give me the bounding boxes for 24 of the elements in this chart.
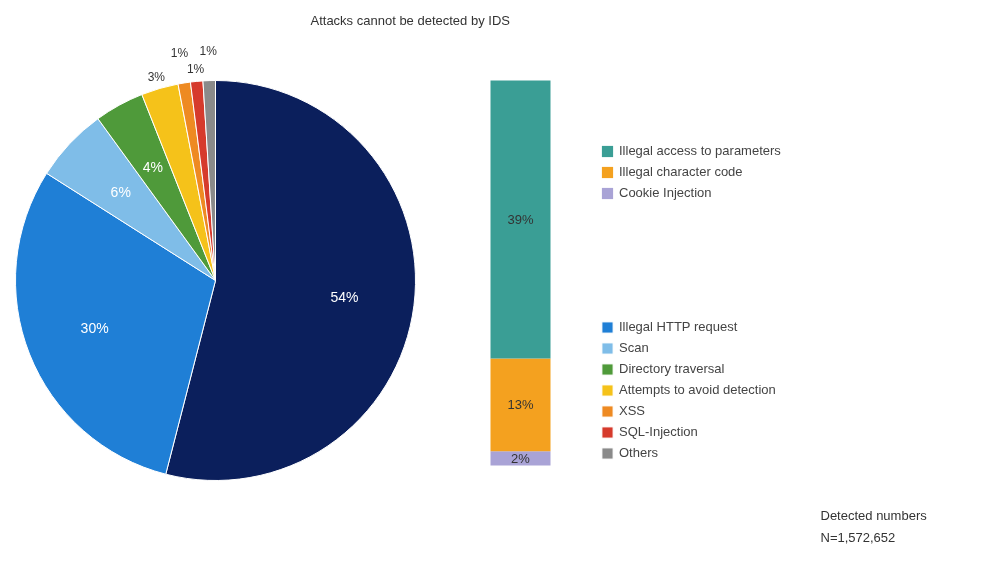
- data-label: 54%: [330, 288, 359, 305]
- data-label: 3%: [147, 69, 166, 84]
- data-label: 30%: [80, 320, 109, 337]
- text: N=1,572,652: [820, 530, 896, 545]
- data-label: 6%: [110, 183, 131, 200]
- text: Detected numbers: [820, 508, 928, 523]
- data-label: 1%: [199, 43, 218, 58]
- data-label: 1%: [186, 62, 205, 77]
- legend-label: Directory traversal: [619, 361, 725, 376]
- legend-label: Scan: [619, 340, 649, 355]
- legend-label: Cookie Injection: [619, 185, 712, 200]
- legend-label: Illegal character code: [619, 164, 743, 179]
- legend-label: Illegal access to parameters: [619, 143, 781, 158]
- data-label: 4%: [142, 158, 163, 175]
- legend-label: Illegal HTTP request: [619, 319, 738, 334]
- data-label: 13%: [507, 397, 534, 413]
- legend-label: SQL-Injection: [619, 424, 698, 439]
- legend-label: XSS: [619, 403, 646, 418]
- data-label: 2%: [511, 450, 531, 466]
- chart-title: Attacks cannot be detected by IDS: [310, 13, 511, 28]
- data-label: 39%: [507, 212, 534, 228]
- legend-label: Attempts to avoid detection: [619, 382, 776, 397]
- data-label: 1%: [170, 46, 189, 61]
- legend-label: Others: [619, 445, 659, 460]
